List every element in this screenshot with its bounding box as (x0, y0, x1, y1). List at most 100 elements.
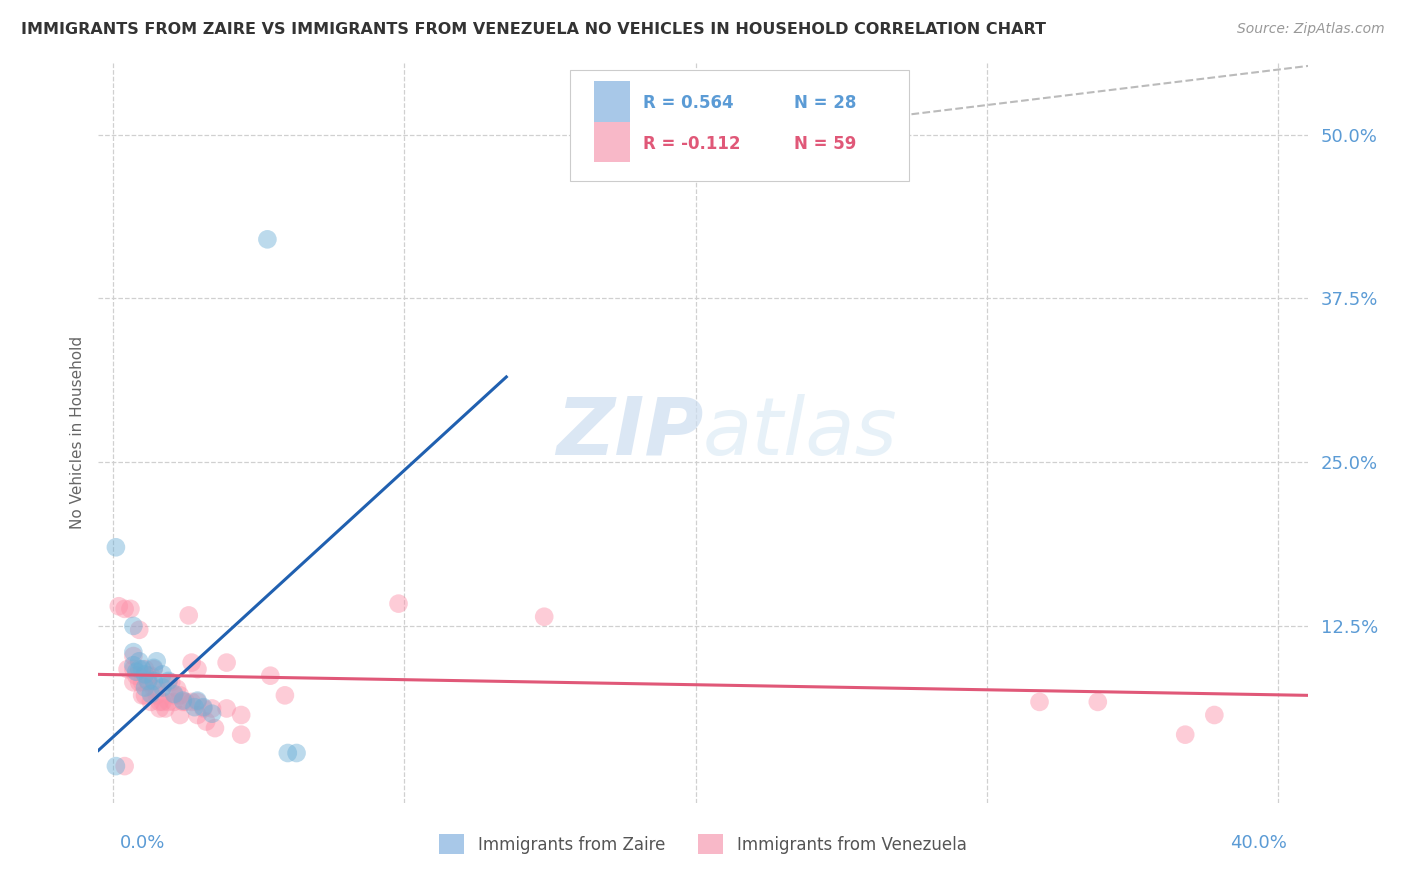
Point (163, 695, 186, 709)
Point (259, 669, 281, 683)
Point (186, 708, 208, 723)
Text: 0.0%: 0.0% (120, 834, 165, 852)
Text: R = 0.564: R = 0.564 (643, 95, 733, 112)
Point (169, 689, 191, 703)
Point (231, 728, 253, 742)
Point (152, 667, 174, 681)
Point (195, 714, 218, 729)
Point (131, 675, 153, 690)
Point (104, 541, 127, 555)
FancyBboxPatch shape (595, 81, 630, 121)
Point (139, 669, 162, 683)
Point (157, 675, 180, 690)
Point (201, 706, 224, 721)
Point (128, 654, 150, 668)
Point (169, 708, 191, 723)
Point (152, 681, 174, 695)
Point (139, 687, 162, 701)
Point (163, 687, 186, 701)
Point (122, 648, 145, 663)
Point (277, 746, 299, 760)
Point (139, 695, 162, 709)
Point (142, 662, 165, 676)
Point (180, 656, 202, 670)
Point (136, 669, 159, 683)
Point (215, 656, 238, 670)
Point (125, 669, 148, 683)
Point (186, 662, 208, 676)
Text: atlas: atlas (703, 393, 898, 472)
Point (134, 681, 156, 695)
Point (128, 662, 150, 676)
Point (186, 693, 208, 707)
Point (120, 602, 142, 616)
FancyBboxPatch shape (595, 121, 630, 162)
Point (142, 673, 165, 688)
Point (160, 675, 183, 690)
Point (131, 662, 153, 676)
Point (285, 746, 308, 760)
Point (174, 695, 197, 709)
Point (104, 759, 127, 773)
Point (533, 609, 555, 624)
Y-axis label: No Vehicles in Household: No Vehicles in Household (69, 336, 84, 529)
Point (122, 662, 145, 676)
Point (122, 675, 145, 690)
Point (186, 695, 208, 709)
Point (1204, 708, 1226, 723)
Text: Source: ZipAtlas.com: Source: ZipAtlas.com (1237, 22, 1385, 37)
Point (172, 693, 194, 707)
Text: ZIP: ZIP (555, 393, 703, 472)
Point (183, 700, 205, 714)
Point (145, 654, 167, 668)
Point (163, 689, 186, 703)
Point (134, 689, 156, 703)
Point (155, 701, 177, 715)
Text: R = -0.112: R = -0.112 (643, 135, 740, 153)
Point (193, 701, 215, 715)
Point (131, 689, 153, 703)
Point (149, 695, 172, 709)
Point (1174, 728, 1197, 742)
Point (256, 232, 278, 246)
Text: 40.0%: 40.0% (1230, 834, 1286, 852)
Point (142, 681, 165, 696)
Point (172, 695, 194, 709)
Point (122, 645, 145, 659)
Point (149, 701, 172, 715)
Point (114, 759, 136, 773)
Point (136, 675, 159, 690)
Point (166, 681, 188, 696)
Point (193, 700, 215, 714)
Text: N = 28: N = 28 (793, 95, 856, 112)
Point (145, 681, 167, 696)
Point (274, 689, 297, 703)
Point (122, 619, 145, 633)
Point (152, 695, 174, 709)
Point (134, 667, 156, 681)
Point (387, 597, 409, 611)
FancyBboxPatch shape (569, 70, 908, 181)
Point (122, 658, 145, 673)
Point (117, 662, 139, 676)
Point (180, 695, 202, 709)
Point (177, 608, 200, 623)
Point (1087, 695, 1109, 709)
Point (134, 662, 156, 676)
Point (157, 673, 180, 688)
Point (128, 623, 150, 637)
Point (114, 602, 136, 616)
Point (231, 708, 253, 723)
Point (145, 689, 167, 703)
Point (201, 701, 224, 715)
Point (125, 665, 148, 679)
Text: IMMIGRANTS FROM ZAIRE VS IMMIGRANTS FROM VENEZUELA NO VEHICLES IN HOUSEHOLD CORR: IMMIGRANTS FROM ZAIRE VS IMMIGRANTS FROM… (21, 22, 1046, 37)
Point (215, 701, 238, 715)
Text: N = 59: N = 59 (793, 135, 856, 153)
Point (142, 661, 165, 675)
Point (204, 721, 226, 735)
Point (1028, 695, 1050, 709)
Point (136, 673, 159, 688)
Point (157, 695, 180, 709)
Legend: Immigrants from Zaire, Immigrants from Venezuela: Immigrants from Zaire, Immigrants from V… (433, 828, 973, 861)
